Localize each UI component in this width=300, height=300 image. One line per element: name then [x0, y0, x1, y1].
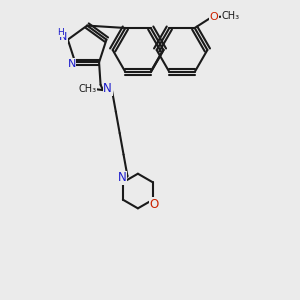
Text: O: O	[210, 12, 218, 22]
Text: CH₃: CH₃	[79, 84, 97, 94]
Text: H: H	[57, 28, 64, 37]
Text: N: N	[103, 82, 112, 95]
Text: CH₃: CH₃	[222, 11, 240, 21]
Text: N: N	[118, 171, 126, 184]
Text: N: N	[68, 59, 76, 69]
Text: N: N	[59, 32, 67, 42]
Text: O: O	[149, 198, 158, 211]
